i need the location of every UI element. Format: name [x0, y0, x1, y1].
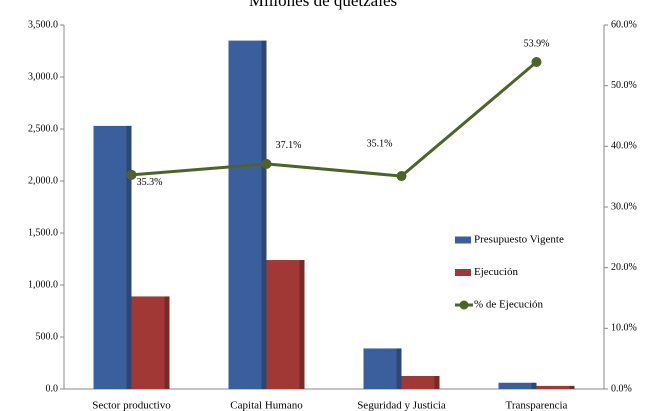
chart-title: Millones de quetzales [249, 0, 397, 10]
bar-edge [261, 40, 267, 389]
y-tick-label: 500.0 [36, 331, 59, 342]
value-label: 53.9% [524, 38, 550, 49]
y-tick-label: 3,000.0 [28, 71, 58, 82]
bar-edge [299, 260, 305, 389]
value-label: 35.1% [367, 138, 393, 149]
bar [93, 125, 132, 389]
bar-body [228, 40, 267, 389]
legend-label: Ejecución [474, 266, 518, 278]
bar [266, 260, 305, 389]
legend-label: Presupuesto Vigente [474, 234, 564, 246]
bar-edge [164, 296, 170, 389]
y-tick-label: 3,500.0 [28, 19, 58, 30]
y-tick-label: 0.0 [46, 383, 59, 394]
bar [131, 296, 170, 389]
value-label: 37.1% [276, 140, 302, 151]
y-tick-label: 1,000.0 [28, 279, 58, 290]
x-tick-label: Seguridad y Justicia [357, 400, 446, 411]
line-point [531, 57, 542, 68]
legend-swatch [455, 236, 471, 244]
bar-body [266, 260, 305, 389]
y2-tick-label: 0.0% [611, 383, 632, 394]
line-point [126, 169, 137, 180]
line [131, 60, 538, 178]
y-tick-label: 2,500.0 [28, 123, 58, 134]
y2-tick-label: 10.0% [611, 323, 637, 334]
legend-swatch [455, 269, 471, 276]
y2-tick-label: 50.0% [611, 80, 637, 91]
legend-swatch-dot [459, 300, 469, 310]
x-tick-label: Capital Humano [230, 400, 303, 411]
bar-body [498, 382, 537, 389]
bar-body [93, 125, 132, 389]
bar-edge [126, 125, 132, 389]
bar [401, 376, 440, 389]
value-label: 35.3% [137, 177, 163, 188]
bar [363, 348, 402, 389]
bar-body [131, 296, 170, 389]
line-point [261, 158, 272, 169]
bar-edge [531, 382, 537, 389]
y-tick-label: 1,500.0 [28, 227, 58, 238]
y2-tick-label: 40.0% [611, 141, 637, 152]
legend-label: % de Ejecución [474, 299, 544, 311]
bar-edge [396, 348, 402, 389]
bar-body [536, 385, 575, 389]
bar-body [363, 348, 402, 389]
y2-tick-label: 30.0% [611, 201, 637, 212]
y2-tick-label: 20.0% [611, 262, 637, 273]
bar [228, 40, 267, 389]
bar [498, 382, 537, 389]
bar-edge [569, 385, 575, 389]
y-tick-label: 2,000.0 [28, 175, 58, 186]
bar [536, 385, 575, 389]
line-point [396, 171, 407, 182]
y2-tick-label: 60.0% [611, 19, 637, 30]
bar-edge [434, 376, 440, 389]
x-tick-label: Sector productivo [92, 400, 171, 411]
x-tick-label: Transparencia [506, 400, 568, 411]
bar-body [401, 376, 440, 389]
